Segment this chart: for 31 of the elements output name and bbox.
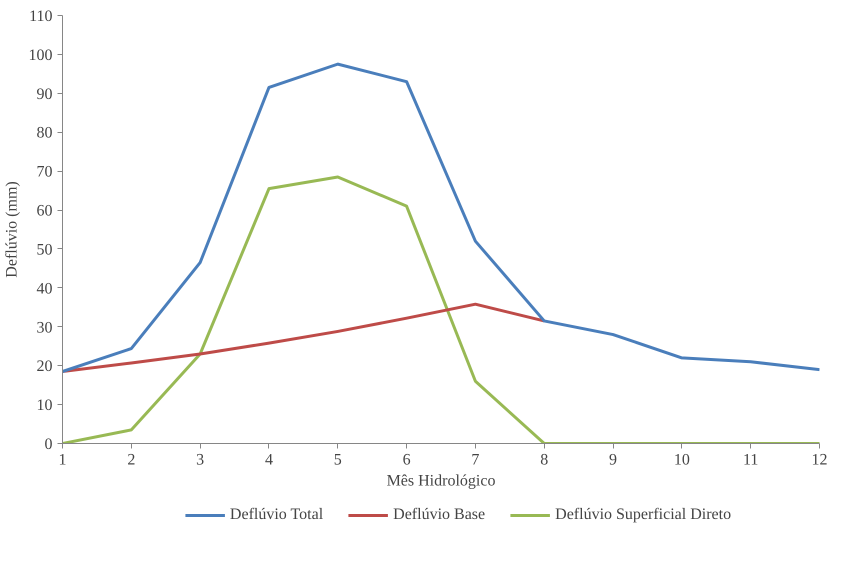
y-tick-label: 50	[36, 241, 52, 258]
y-tick-label: 60	[36, 202, 52, 220]
legend-label: Deflúvio Superficial Direto	[555, 506, 732, 524]
y-tick-label: 10	[36, 397, 52, 414]
x-axis-title: Mês Hidrológico	[386, 472, 496, 490]
x-tick-label: 3	[196, 452, 204, 468]
legend-label: Deflúvio Total	[230, 506, 324, 524]
x-tick-label: 11	[742, 452, 758, 468]
x-tick-label: 12	[812, 452, 828, 468]
y-tick-label: 30	[36, 319, 52, 336]
y-tick-label: 0	[44, 436, 52, 453]
line-series	[62, 62, 820, 374]
x-tick-label: 1	[58, 452, 66, 468]
y-axis-title: Deflúvio (mm)	[4, 181, 20, 278]
y-tick-label: 20	[36, 358, 52, 376]
x-tick-label: 9	[609, 452, 618, 468]
y-tick-label: 70	[36, 164, 52, 181]
line-series	[62, 302, 546, 374]
y-tick-label: 90	[36, 86, 52, 103]
x-tick-label: 6	[402, 452, 411, 468]
x-tick-label: 10	[674, 452, 690, 468]
x-tick-label: 5	[334, 452, 342, 468]
x-tick-label: 7	[471, 452, 480, 468]
y-tick-label: 80	[36, 124, 52, 142]
y-tick-label: 40	[36, 280, 52, 298]
y-tick-label: 110	[29, 8, 52, 25]
x-tick-label: 2	[127, 452, 136, 468]
y-tick-label: 100	[28, 46, 52, 64]
legend-label: Deflúvio Base	[393, 506, 486, 524]
x-tick-label: 4	[264, 452, 273, 468]
x-tick-label: 8	[540, 452, 548, 468]
